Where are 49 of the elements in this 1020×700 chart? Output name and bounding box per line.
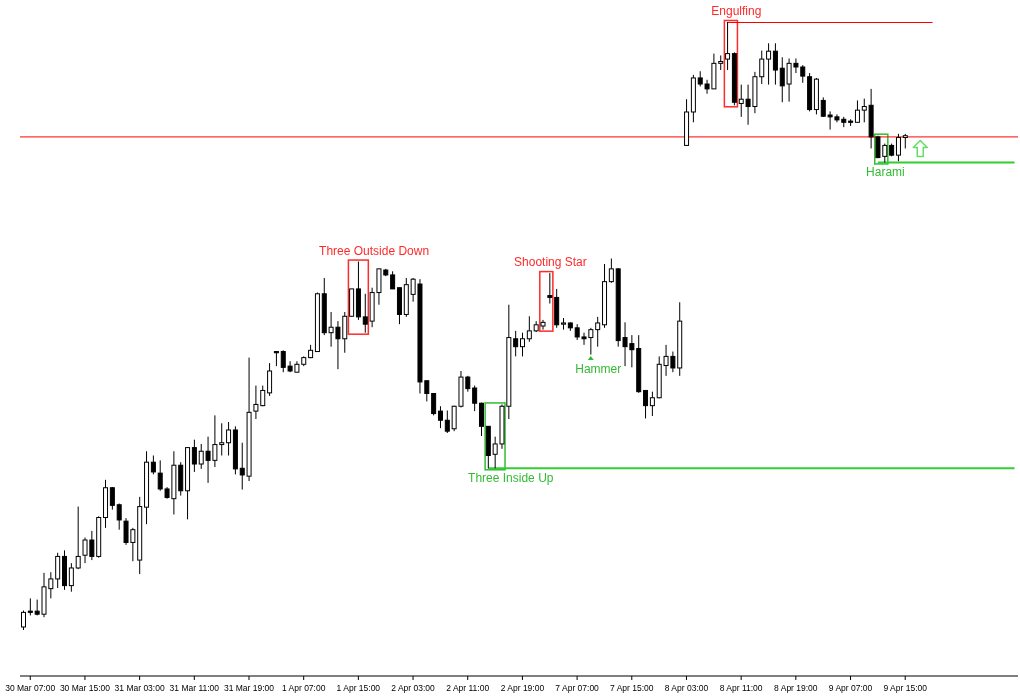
x-tick-label: 2 Apr 11:00 xyxy=(446,683,490,693)
annotation: Three Outside Down xyxy=(319,243,430,258)
x-tick-label: 30 Mar 07:00 xyxy=(5,683,56,693)
candlestick xyxy=(854,99,860,123)
x-tick-label: 9 Apr 07:00 xyxy=(828,683,873,693)
x-tick-label: 2 Apr 03:00 xyxy=(391,683,436,693)
candlestick xyxy=(772,42,778,86)
x-tick-label: 8 Apr 03:00 xyxy=(664,683,709,693)
candlestick xyxy=(109,486,115,511)
x-tick-label: 8 Apr 19:00 xyxy=(774,683,818,693)
candlestick xyxy=(55,552,61,589)
candlestick xyxy=(191,439,197,473)
candlestick xyxy=(431,392,437,416)
x-tick-label: 30 Mar 15:00 xyxy=(59,683,111,693)
x-tick-label: 1 Apr 15:00 xyxy=(336,683,381,693)
candlestick xyxy=(643,389,649,419)
candlestick xyxy=(226,421,232,456)
x-tick-label: 31 Mar 19:00 xyxy=(223,683,275,693)
x-tick-label: 31 Mar 03:00 xyxy=(114,683,165,693)
candlestick xyxy=(472,385,478,412)
x-tick-label: 2 Apr 19:00 xyxy=(500,683,545,693)
candlestick xyxy=(68,562,74,593)
x-tick-label: 1 Apr 07:00 xyxy=(281,683,326,693)
x-tick-label: 8 Apr 11:00 xyxy=(719,683,763,693)
candlestick xyxy=(437,405,443,429)
annotation: Three Inside Up xyxy=(468,471,554,486)
candlestick xyxy=(75,506,81,570)
candlestick xyxy=(895,133,901,162)
candlestick xyxy=(649,391,655,417)
x-tick-label: 31 Mar 11:00 xyxy=(169,683,220,693)
annotation: Harami xyxy=(866,165,905,180)
candlestick xyxy=(608,258,614,284)
candlestick xyxy=(116,503,122,531)
candlestick xyxy=(547,272,553,304)
candlestick xyxy=(526,315,532,343)
candlestick xyxy=(520,332,525,357)
candlestick xyxy=(766,42,772,86)
candlestick xyxy=(267,362,273,397)
annotation: Hammer xyxy=(575,361,622,376)
annotation: Shooting Star xyxy=(514,255,587,270)
text: Engulfing xyxy=(711,4,762,18)
candlestick xyxy=(21,610,26,630)
candlestick xyxy=(150,455,156,475)
candlestick xyxy=(513,330,519,357)
candlestick xyxy=(478,402,484,437)
x-tick-label: 7 Apr 07:00 xyxy=(555,683,600,693)
x-tick-label: 9 Apr 15:00 xyxy=(883,683,928,693)
candlestick xyxy=(725,22,731,71)
x-tick-label: 7 Apr 15:00 xyxy=(610,683,654,693)
